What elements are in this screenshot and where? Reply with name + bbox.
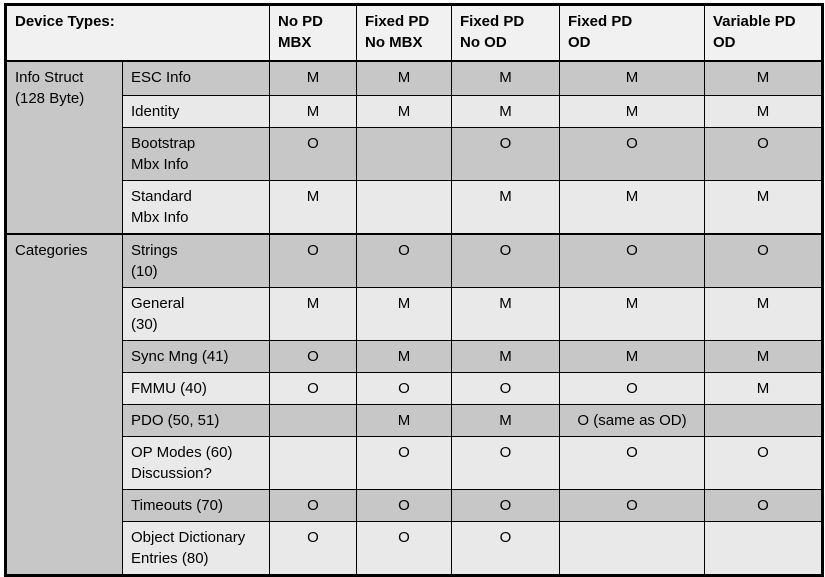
column-header-fixed-pd-no-mbx: Fixed PD No MBX	[356, 4, 452, 62]
value-cell	[559, 520, 705, 576]
row-label-object-dictionary-entries: Object Dictionary Entries (80)	[122, 520, 270, 576]
value-cell: M	[704, 179, 823, 234]
value-cell: M	[559, 286, 705, 341]
group-info-struct: Info Struct (128 Byte)	[5, 60, 123, 234]
value-cell: M	[356, 403, 452, 437]
table-row: Categories Strings (10) O O O O O	[5, 232, 823, 576]
header-row: Device Types: No PD MBX Fixed PD No MBX …	[5, 4, 823, 62]
value-cell	[356, 179, 452, 234]
value-cell: O	[559, 488, 705, 522]
value-cell	[269, 403, 357, 437]
value-cell: O	[704, 232, 823, 288]
value-cell: M	[451, 94, 560, 128]
value-cell: O	[269, 232, 357, 288]
value-cell: O	[704, 488, 823, 522]
value-cell: M	[356, 286, 452, 341]
value-cell: O	[559, 232, 705, 288]
value-cell: M	[356, 339, 452, 373]
value-cell: O	[451, 371, 560, 405]
table-row: General (30) M M M M M	[6, 286, 823, 341]
value-cell: O	[451, 435, 560, 490]
row-label-timeouts: Timeouts (70)	[122, 488, 270, 522]
table-row: Standard Mbx Info M M M M	[6, 179, 823, 234]
row-label-strings: Strings (10)	[122, 232, 270, 288]
table-row: FMMU (40) O O O O M	[6, 371, 823, 405]
value-cell: M	[356, 94, 452, 128]
value-cell: O	[451, 232, 560, 288]
value-cell: O	[269, 339, 357, 373]
header-device-types: Device Types:	[5, 4, 270, 62]
value-cell: O	[356, 232, 452, 288]
value-cell: M	[559, 339, 705, 373]
table-row: Bootstrap Mbx Info O O O O	[6, 126, 823, 181]
value-cell: O	[559, 126, 705, 181]
table-row: Identity M M M M M	[6, 94, 823, 128]
row-label-standard-mbx-info: Standard Mbx Info	[122, 179, 270, 234]
value-cell: O	[704, 126, 823, 181]
column-header-fixed-pd-no-od: Fixed PD No OD	[451, 4, 560, 62]
value-cell: O	[356, 435, 452, 490]
value-cell: M	[704, 339, 823, 373]
value-cell: O	[356, 520, 452, 576]
value-cell: M	[269, 60, 357, 96]
value-cell: O	[269, 371, 357, 405]
table-row: Object Dictionary Entries (80) O O O	[6, 520, 823, 576]
row-label-fmmu: FMMU (40)	[122, 371, 270, 405]
value-cell	[356, 126, 452, 181]
value-cell: M	[559, 60, 705, 96]
table-row: Sync Mng (41) O M M M M	[6, 339, 823, 373]
value-cell: M	[704, 371, 823, 405]
value-cell: M	[269, 179, 357, 234]
value-cell: M	[559, 94, 705, 128]
value-cell: M	[559, 179, 705, 234]
value-cell: O	[269, 126, 357, 181]
value-cell	[704, 520, 823, 576]
value-cell: O	[559, 435, 705, 490]
table-row: PDO (50, 51) M M O (same as OD)	[6, 403, 823, 437]
value-cell: M	[451, 339, 560, 373]
value-cell: M	[451, 403, 560, 437]
value-cell: O	[269, 488, 357, 522]
row-label-identity: Identity	[122, 94, 270, 128]
value-cell	[704, 403, 823, 437]
column-header-fixed-pd-od: Fixed PD OD	[559, 4, 705, 62]
value-cell: M	[269, 94, 357, 128]
value-cell: O	[451, 488, 560, 522]
value-cell: O	[451, 126, 560, 181]
table-row: Info Struct (128 Byte) ESC Info M M M M …	[5, 60, 823, 234]
value-cell: O	[704, 435, 823, 490]
row-label-esc-info: ESC Info	[122, 60, 270, 96]
value-cell: M	[451, 286, 560, 341]
row-label-pdo: PDO (50, 51)	[122, 403, 270, 437]
row-label-bootstrap-mbx-info: Bootstrap Mbx Info	[122, 126, 270, 181]
value-cell	[269, 435, 357, 490]
table-row: Timeouts (70) O O O O O	[6, 488, 823, 522]
value-cell: M	[451, 60, 560, 96]
value-cell: M	[451, 179, 560, 234]
group-categories: Categories	[5, 232, 123, 576]
device-types-table: Device Types: No PD MBX Fixed PD No MBX …	[4, 3, 824, 577]
value-cell: O	[559, 371, 705, 405]
table-row: OP Modes (60) Discussion? O O O O	[6, 435, 823, 490]
value-cell: M	[704, 94, 823, 128]
row-label-sync-mng: Sync Mng (41)	[122, 339, 270, 373]
row-label-op-modes: OP Modes (60) Discussion?	[122, 435, 270, 490]
value-cell: M	[269, 286, 357, 341]
column-header-no-pd-mbx: No PD MBX	[269, 4, 357, 62]
value-cell: O	[356, 488, 452, 522]
value-cell: M	[704, 60, 823, 96]
row-label-general: General (30)	[122, 286, 270, 341]
value-cell: O	[451, 520, 560, 576]
value-cell: O (same as OD)	[559, 403, 705, 437]
value-cell: O	[356, 371, 452, 405]
value-cell: O	[269, 520, 357, 576]
value-cell: M	[704, 286, 823, 341]
column-header-variable-pd-od: Variable PD OD	[704, 4, 823, 62]
value-cell: M	[356, 60, 452, 96]
